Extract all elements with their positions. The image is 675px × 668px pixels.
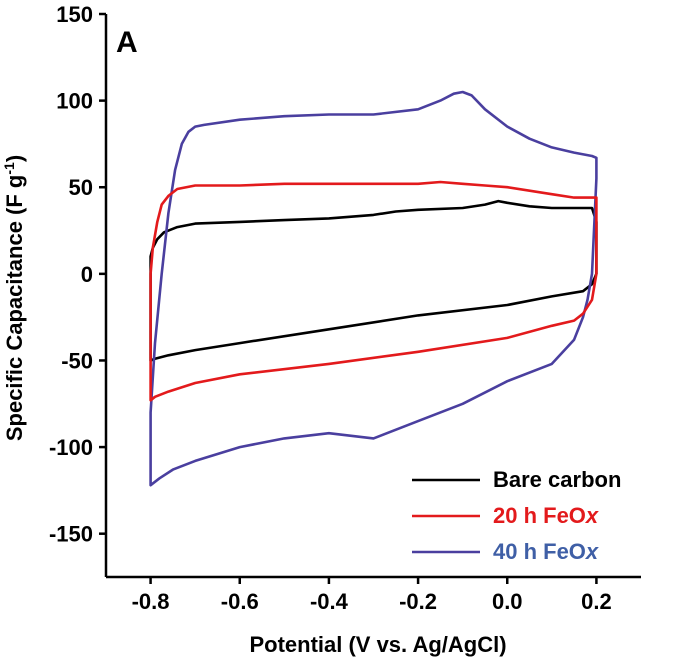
y-tick-label: -50 bbox=[61, 348, 93, 373]
y-tick-label: 100 bbox=[56, 89, 93, 114]
x-tick-label: 0.0 bbox=[492, 589, 523, 614]
axis-ticks: -0.8 -0.6 -0.4 -0.2 0.0 0.2 -150 -100 -50 0 50 100 1… bbox=[49, 2, 612, 614]
x-tick-label: -0.8 bbox=[132, 589, 170, 614]
y-tick-label: 0 bbox=[81, 262, 93, 287]
legend-label-bare-carbon: Bare carbon bbox=[493, 467, 621, 492]
legend-label-text: 20 h FeO bbox=[493, 503, 586, 528]
legend-label-text: 40 h FeO bbox=[493, 539, 586, 564]
y-tick-label: -150 bbox=[49, 522, 93, 547]
y-axis-title-close: ) bbox=[2, 155, 27, 162]
x-tick-label: -0.6 bbox=[221, 589, 259, 614]
series-line-bare-carbon bbox=[149, 199, 598, 362]
legend-label-40-h-feox: 40 h FeOx bbox=[493, 539, 599, 564]
y-axis-title-main: Specific Capacitance (F g bbox=[2, 175, 27, 442]
legend-label-20-h-feox: 20 h FeOx bbox=[493, 503, 599, 528]
series-line-20-h-feox bbox=[149, 180, 598, 402]
legend-label-italic: x bbox=[585, 503, 599, 528]
y-axis-title-sup: -1 bbox=[1, 162, 17, 175]
x-tick-label: -0.2 bbox=[399, 589, 437, 614]
x-tick-label: 0.2 bbox=[581, 589, 612, 614]
y-tick-label: 50 bbox=[69, 175, 93, 200]
legend-label-italic: x bbox=[585, 539, 599, 564]
x-axis-title: Potential (V vs. Ag/AgCl) bbox=[249, 632, 506, 657]
panel-label: A bbox=[116, 26, 138, 59]
y-axis-title: Specific Capacitance (F g-1) bbox=[1, 155, 27, 441]
y-tick-label: 150 bbox=[56, 2, 93, 27]
series-lines bbox=[149, 90, 598, 487]
legend-label-text: Bare carbon bbox=[493, 467, 621, 492]
series-line-40-h-feox bbox=[149, 90, 598, 487]
plot-frame bbox=[104, 14, 641, 579]
x-tick-label: -0.4 bbox=[310, 589, 349, 614]
y-tick-label: -100 bbox=[49, 435, 93, 460]
